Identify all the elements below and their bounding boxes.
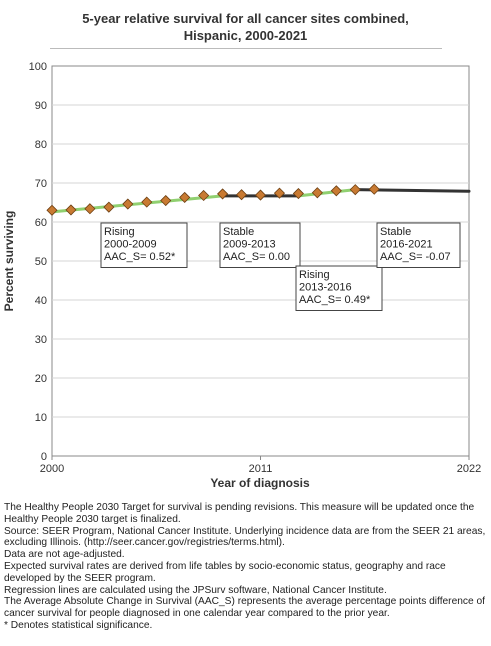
annotation-text: 2013-2016 [299,282,352,294]
annotation-text: Rising [299,269,330,281]
survival-chart: 0 10 20 30 40 50 60 70 80 90 100 2000 2011 2022 Risi… [2,61,481,490]
footnote-line: Source: SEER Program, National Cancer In… [4,525,486,549]
annotation-text: Stable [223,226,254,238]
annotation-text: Rising [104,226,135,238]
footnotes: The Healthy People 2030 Target for survi… [4,502,488,632]
y-tick-label: 0 [41,451,47,463]
data-point [235,189,248,201]
y-tick-label: 30 [35,334,47,346]
chart-title-line2: Hispanic, 2000-2021 [183,28,308,43]
annotation-frame [376,222,461,268]
annotation-text: AAC_S= -0.07 [380,251,451,263]
footnote-line: Expected survival rates are derived from… [4,560,446,584]
footnote-line: * Denotes statistical significance. [4,619,153,631]
title-divider [50,48,442,49]
footnote-line: The Healthy People 2030 Target for survi… [4,502,475,525]
data-point [179,191,191,203]
footnote-line: Data are not age-adjusted. [4,549,125,561]
y-tick-label: 70 [35,178,47,190]
data-point [160,194,172,207]
data-point [292,187,304,200]
data-point [141,196,153,208]
data-points [46,183,380,216]
annotation-text: AAC_S= 0.49* [299,294,371,306]
data-point [311,187,323,199]
trend-segment [50,194,225,214]
footnote-line: The Average Absolute Change in Survival … [4,596,485,620]
annotation-frame [219,222,301,268]
y-tick-label: 40 [35,295,47,307]
annotation-frame [100,222,188,268]
y-axis-label: Percent surviving [2,211,16,312]
data-point [254,189,267,201]
y-tick-label: 100 [29,61,47,73]
data-point [122,198,134,210]
footnote-line: Regression lines are calculated using th… [4,584,387,596]
annotation-text: 2009-2013 [223,239,276,251]
data-point [368,183,380,195]
trend-segment [296,188,357,198]
data-point [349,184,361,196]
x-tick-label: 2022 [457,463,481,475]
y-tick-label: 90 [35,100,47,112]
y-tick-labels: 0 10 20 30 40 50 60 70 80 90 100 [29,61,47,463]
data-point [103,201,115,213]
annotation-text: 2000-2009 [104,239,157,251]
data-point [198,189,210,202]
y-tick-label: 20 [35,373,47,385]
x-axis-label: Year of diagnosis [210,476,310,490]
annotation-text: 2016-2021 [380,239,433,251]
annotation-frame [295,265,383,311]
y-tick-label: 80 [35,139,47,151]
x-tick-label: 2000 [40,463,64,475]
annotation-text: Stable [380,226,411,238]
data-point [217,188,229,200]
data-point [273,187,286,199]
x-tick-label: 2011 [249,463,273,475]
chart-title-line1: 5-year relative survival for all cancer … [82,11,409,26]
y-tick-label: 60 [35,217,47,229]
annotation-text: AAC_S= 0.00 [223,251,290,263]
data-point [330,185,342,197]
data-point [46,204,58,216]
x-tick-labels: 2000 2011 2022 [40,456,481,475]
y-tick-label: 50 [35,256,47,268]
chart-title: 5-year relative survival for all cancer … [0,10,491,44]
data-point [84,203,96,215]
y-tick-label: 10 [35,412,47,424]
data-point [65,204,77,216]
annotation-text: AAC_S= 0.52* [104,251,176,263]
